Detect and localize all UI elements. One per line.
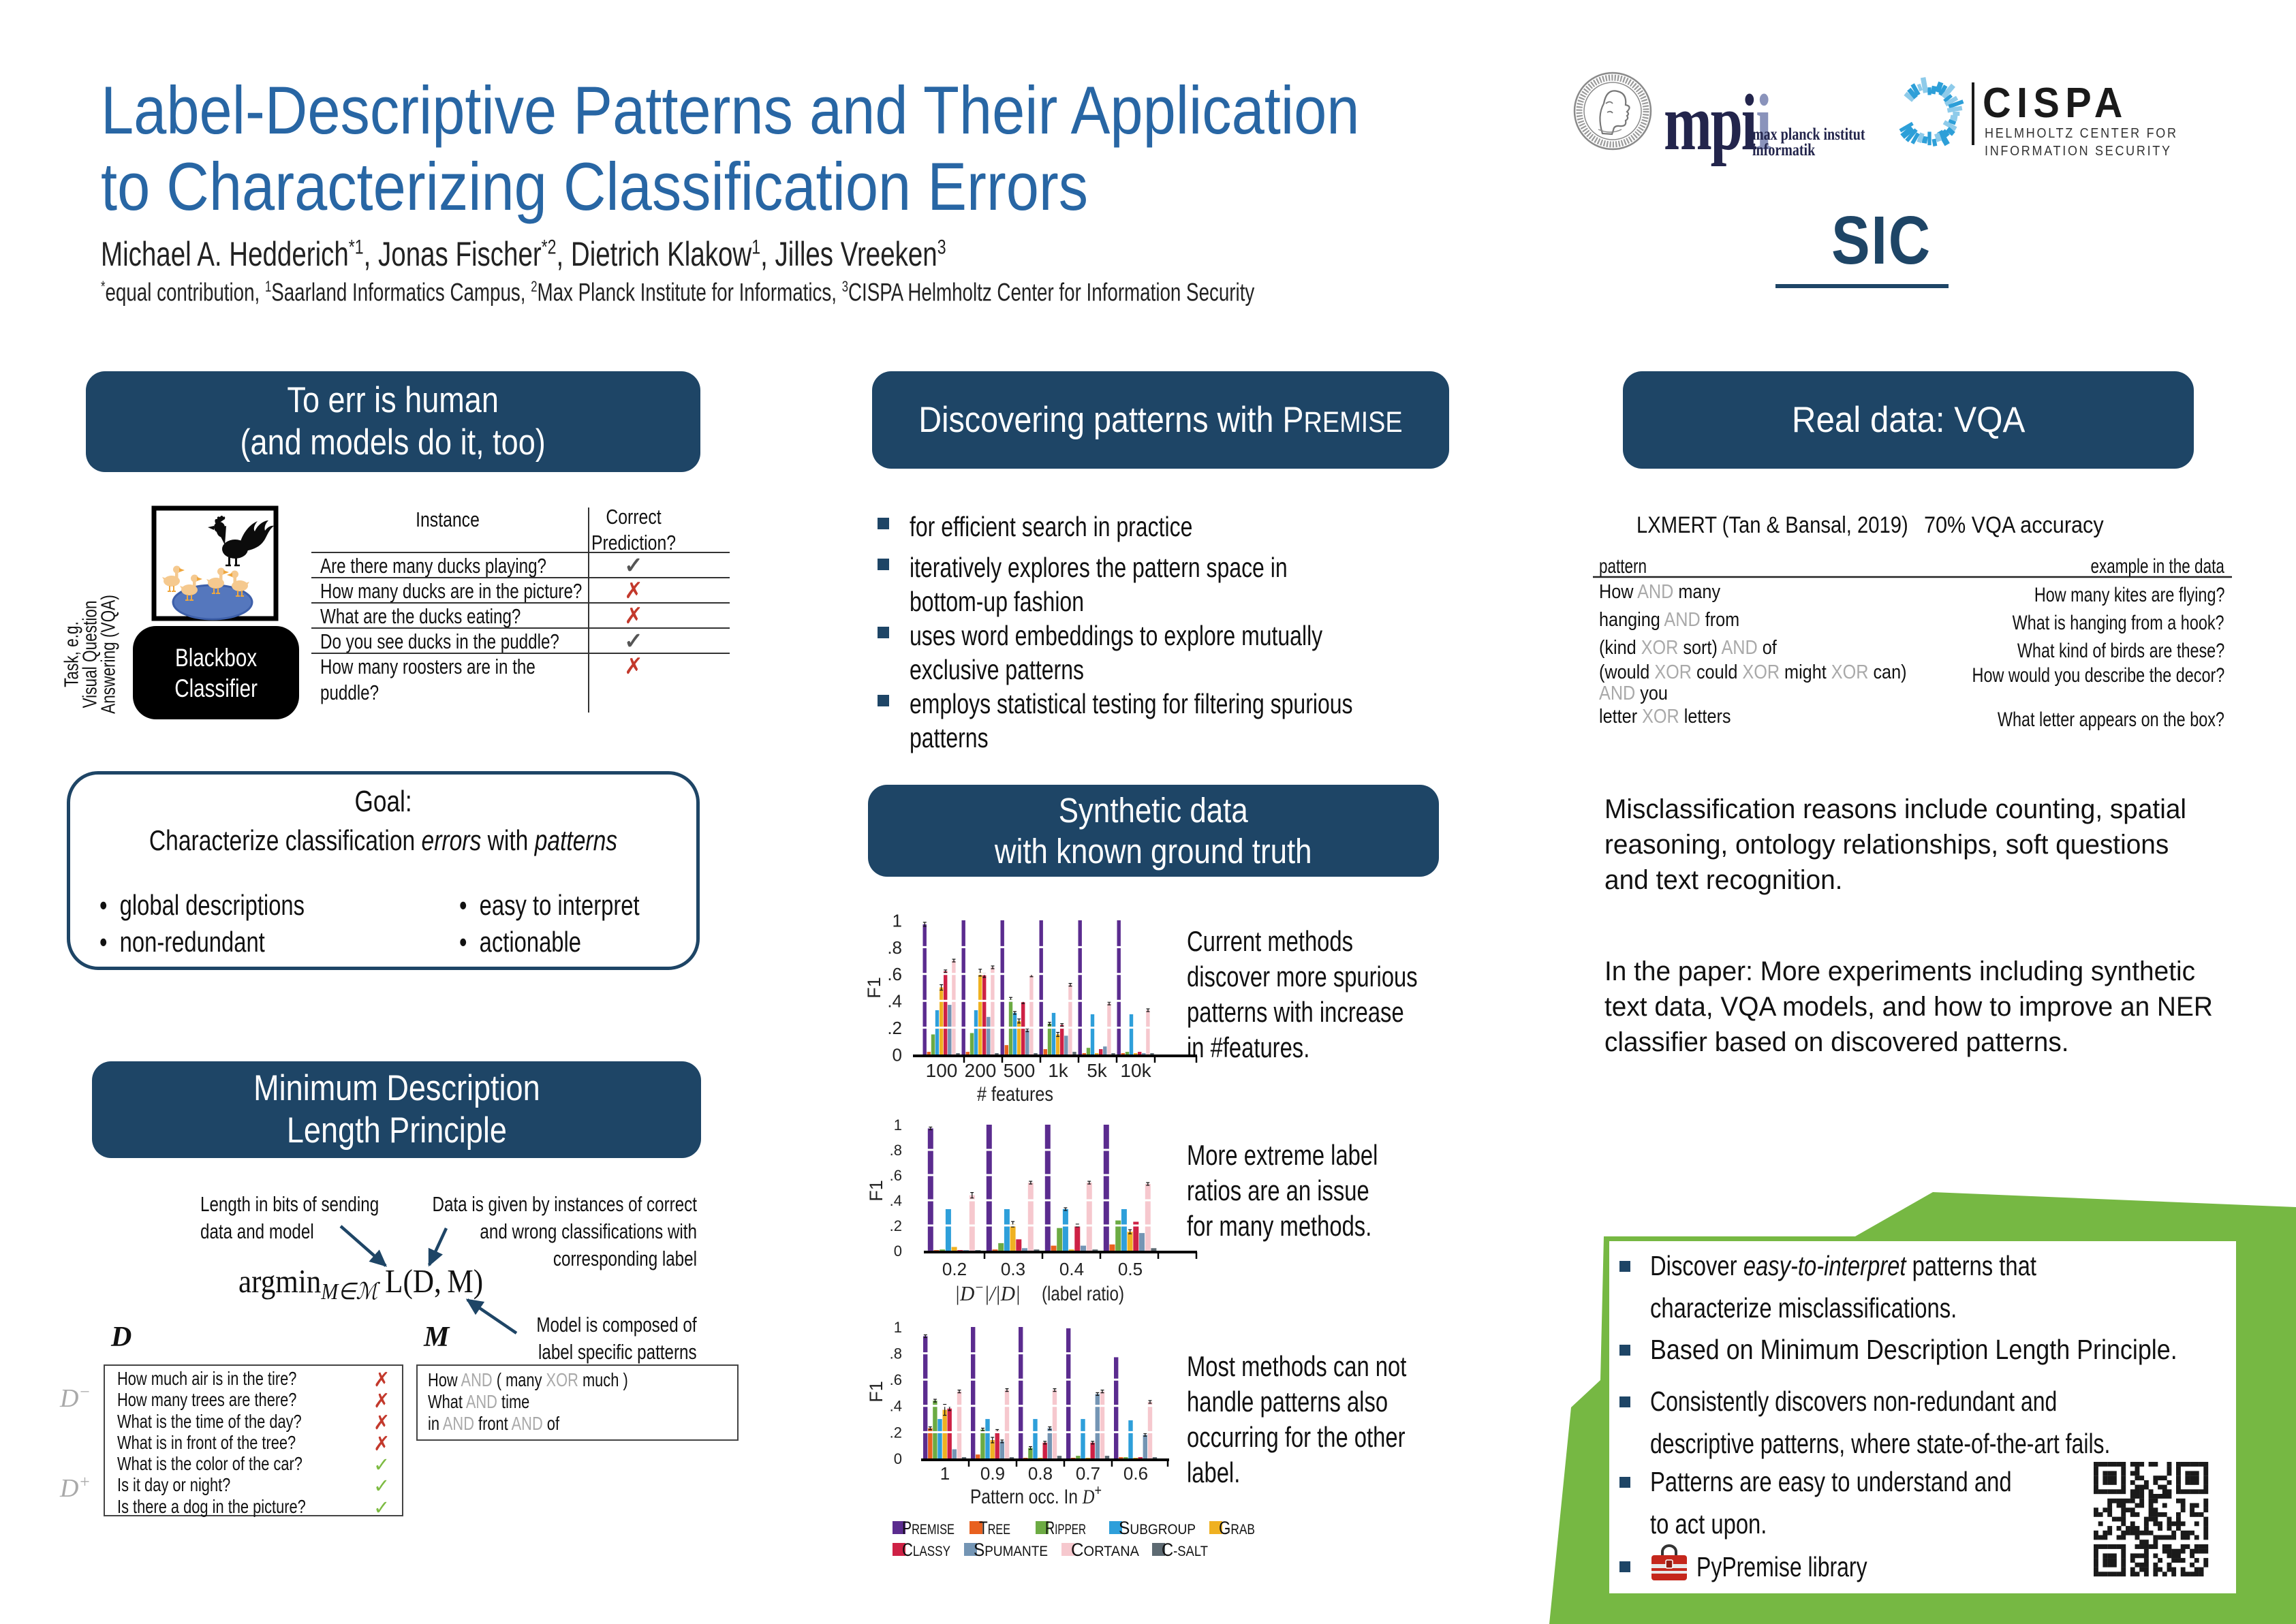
svg-text:RIPPER: RIPPER [1045, 1518, 1086, 1538]
svg-text:0.5: 0.5 [1118, 1259, 1143, 1279]
svg-text:CLASSY: CLASSY [902, 1540, 950, 1560]
svg-text:200: 200 [965, 1060, 997, 1081]
svg-text:# features: # features [977, 1083, 1053, 1106]
svg-text:F1: F1 [866, 1381, 886, 1403]
svg-text:.8: .8 [887, 937, 902, 958]
svg-text:CORTANA: CORTANA [1071, 1540, 1139, 1560]
svg-text:0.8: 0.8 [1028, 1463, 1053, 1484]
svg-text:1: 1 [893, 910, 902, 931]
svg-text:.6: .6 [887, 964, 902, 984]
svg-text:0: 0 [894, 1450, 902, 1467]
svg-text:|D−|/|D|: |D−|/|D| [955, 1279, 1021, 1306]
svg-text:GRAB: GRAB [1219, 1518, 1255, 1538]
svg-text:.2: .2 [890, 1424, 902, 1441]
svg-text:0.7: 0.7 [1076, 1463, 1100, 1484]
svg-text:500: 500 [1004, 1060, 1036, 1081]
svg-text:.8: .8 [890, 1142, 902, 1159]
svg-text:F1: F1 [864, 977, 884, 999]
svg-text:.8: .8 [890, 1345, 902, 1362]
svg-text:.4: .4 [887, 991, 902, 1012]
svg-text:10k: 10k [1120, 1060, 1151, 1081]
svg-text:TREE: TREE [979, 1518, 1010, 1538]
svg-text:0.6: 0.6 [1123, 1463, 1148, 1484]
svg-text:.2: .2 [887, 1018, 902, 1038]
svg-text:0: 0 [894, 1243, 902, 1260]
svg-text:PREMISE: PREMISE [902, 1518, 955, 1538]
svg-text:.6: .6 [890, 1371, 902, 1388]
svg-text:0.3: 0.3 [1001, 1259, 1025, 1279]
svg-text:0.2: 0.2 [942, 1259, 967, 1279]
svg-text:C-SALT: C-SALT [1162, 1540, 1208, 1560]
svg-text:.4: .4 [890, 1192, 902, 1209]
svg-text:5k: 5k [1087, 1060, 1108, 1081]
svg-text:1: 1 [894, 1319, 902, 1336]
svg-text:100: 100 [926, 1060, 958, 1081]
svg-text:1k: 1k [1048, 1060, 1069, 1081]
svg-text:SPUMANTE: SPUMANTE [974, 1540, 1048, 1560]
svg-text:SUBGROUP: SUBGROUP [1119, 1518, 1196, 1538]
svg-text:0: 0 [893, 1044, 902, 1065]
svg-text:F1: F1 [866, 1180, 886, 1202]
svg-text:(label ratio): (label ratio) [1042, 1283, 1124, 1305]
svg-text:.4: .4 [890, 1398, 902, 1415]
svg-text:1: 1 [894, 1116, 902, 1134]
svg-text:.6: .6 [890, 1167, 902, 1184]
svg-text:1: 1 [940, 1463, 950, 1484]
svg-text:0.4: 0.4 [1059, 1259, 1084, 1279]
svg-text:Pattern occ. In D+: Pattern occ. In D+ [970, 1482, 1102, 1509]
svg-text:.2: .2 [890, 1217, 902, 1234]
svg-text:0.9: 0.9 [980, 1463, 1005, 1484]
